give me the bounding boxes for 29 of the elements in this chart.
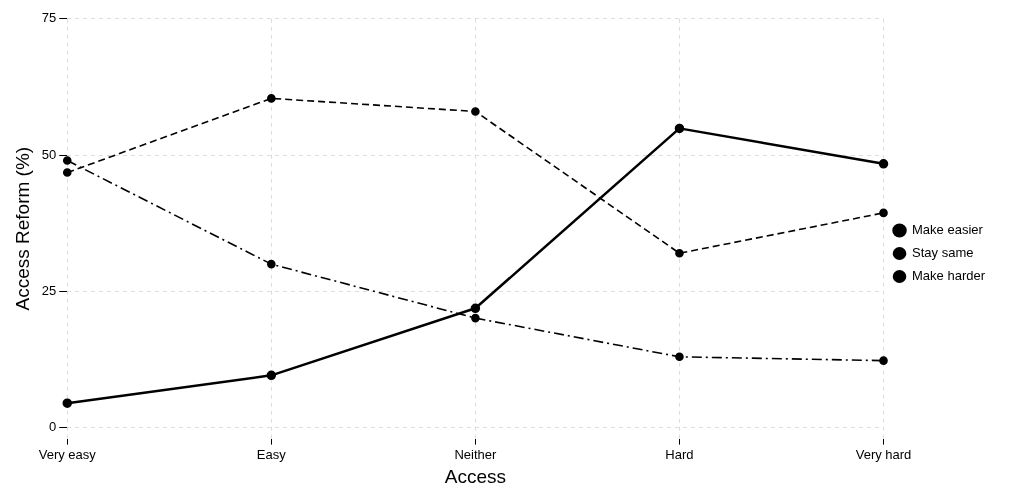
x-tick-label: Hard xyxy=(665,446,694,462)
legend-label: Make easier xyxy=(912,222,984,238)
y-tick-label: 50 xyxy=(41,146,57,162)
point xyxy=(62,156,72,165)
x-tick-label: Easy xyxy=(256,446,287,462)
point xyxy=(266,370,277,381)
point xyxy=(878,159,889,169)
point xyxy=(62,168,72,177)
point xyxy=(879,208,888,218)
y-tick-label: 25 xyxy=(41,282,57,298)
y-tick-label: 0 xyxy=(49,419,57,435)
point xyxy=(675,352,684,362)
point xyxy=(267,259,276,269)
point xyxy=(879,356,888,365)
x-tick-label: Very hard xyxy=(855,446,912,462)
x-tick-label: Neither xyxy=(454,446,498,462)
point xyxy=(471,313,480,323)
point xyxy=(674,123,685,134)
x-axis-title: Access xyxy=(444,465,507,487)
point xyxy=(471,107,480,116)
point xyxy=(267,94,276,103)
legend-label: Stay same xyxy=(912,245,974,261)
point xyxy=(62,398,73,408)
legend-label: Make harder xyxy=(912,268,986,284)
point xyxy=(470,303,481,314)
y-axis-title: Access Reform (%) xyxy=(11,146,33,311)
point xyxy=(675,248,684,258)
y-tick-label: 75 xyxy=(41,10,57,26)
x-tick-label: Very easy xyxy=(38,446,97,462)
